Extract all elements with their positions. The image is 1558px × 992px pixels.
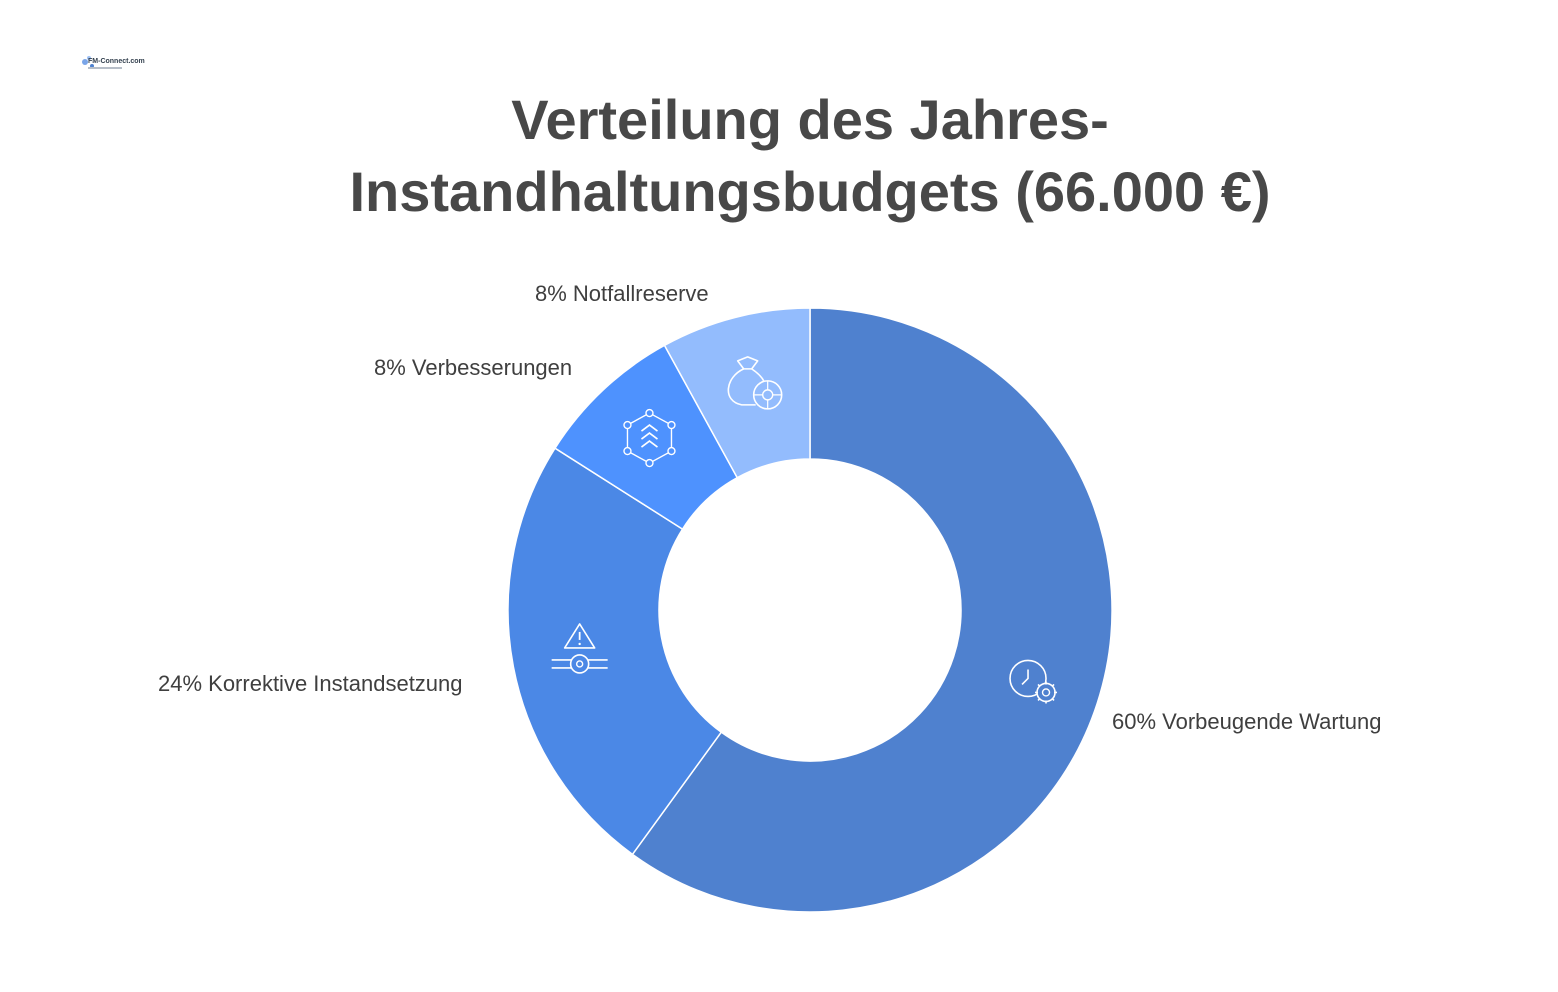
label-verbesserungen: 8% Verbesserungen	[374, 355, 573, 380]
label-korrektive-instandsetzung: 24% Korrektive Instandsetzung	[158, 671, 463, 696]
slice-icons	[551, 356, 1058, 704]
logo: FM-Connect.com	[80, 54, 145, 76]
warning-pipe-icon	[551, 623, 608, 674]
logo-underline	[88, 67, 122, 69]
donut-slices	[507, 307, 1113, 913]
label-notfallreserve: 8% Notfallreserve	[535, 281, 709, 306]
improvement-network-icon	[623, 408, 676, 468]
donut-slice-1	[631, 307, 1113, 913]
logo-text: FM-Connect.com	[88, 58, 145, 65]
donut-slice-2	[507, 447, 723, 856]
money-bag-icon	[727, 356, 783, 410]
clock-gear-icon	[1009, 659, 1058, 704]
chart-title: Verteilung des Jahres-Instandhaltungsbud…	[349, 88, 1271, 223]
donut-slice-4	[663, 307, 811, 479]
label-vorbeugende-wartung: 60% Vorbeugende Wartung	[1112, 709, 1382, 734]
